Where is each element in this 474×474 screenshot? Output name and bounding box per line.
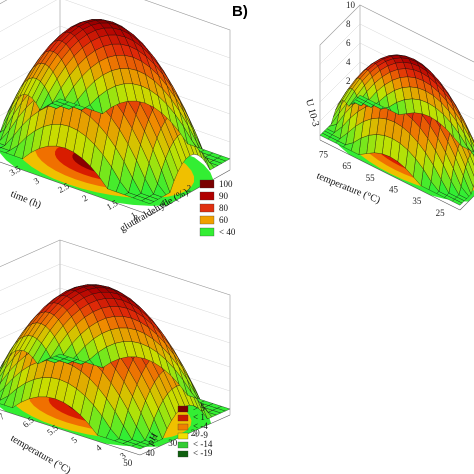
x-tick-label: 7 <box>0 411 7 422</box>
legend-c-label: > 5 <box>193 403 205 413</box>
axis-box <box>359 4 474 100</box>
axis-box <box>0 239 61 267</box>
x-tick-label: 55 <box>366 173 376 183</box>
legend-a-swatch <box>199 191 215 201</box>
legend-a-swatch <box>199 179 215 189</box>
y-tick-label: 2 <box>187 184 192 194</box>
axis-line <box>0 161 151 216</box>
x-tick-label: 3 <box>32 175 41 186</box>
panel-letter-b: B) <box>232 3 248 20</box>
y-tick-label: 50 <box>123 458 133 468</box>
legend-a-label: < 40 <box>219 227 236 237</box>
legend-a-label: 60 <box>219 215 229 225</box>
legend-a-swatch <box>199 227 215 237</box>
x-tick-label: 4 <box>94 442 104 453</box>
legend-a-label: 80 <box>219 203 229 213</box>
legend-c-swatch <box>177 423 189 431</box>
legend-c-swatch <box>177 441 189 449</box>
y-tick-label: 20 <box>191 428 201 438</box>
legend-a-label: 100 <box>219 179 233 189</box>
grid-line <box>0 287 231 344</box>
grid-line <box>0 0 231 59</box>
y-tick-label: 8 <box>133 214 138 224</box>
legend-a-label: 90 <box>219 191 229 201</box>
legend-c-swatch <box>177 450 189 458</box>
z-tick-label: 4 <box>346 57 351 67</box>
x-tick-label: 35 <box>412 196 422 206</box>
grid-line <box>0 263 231 320</box>
z-tick-label: 2 <box>346 76 351 86</box>
x-axis-label: pH <box>145 431 161 447</box>
axis-line <box>0 409 141 456</box>
legend-c-swatch <box>177 405 189 413</box>
legend-c-label: < -9 <box>193 430 208 440</box>
y-tick-label: 40 <box>146 448 156 458</box>
x-tick-label: 2 <box>80 193 89 204</box>
x-tick-label: 65 <box>342 161 352 171</box>
legend-c: > 5< 1< -4< -9< -14< -19 <box>177 403 213 458</box>
z-tick-label: 6 <box>346 38 351 48</box>
legend-c-label: < -14 <box>193 439 213 449</box>
surface-facet <box>357 95 369 102</box>
axis-line <box>149 169 231 216</box>
y-tick-label: 4 <box>160 199 165 209</box>
legend-a: 100 90 80 60 < 40 <box>199 179 236 237</box>
grid-line <box>0 25 231 87</box>
axis-line <box>319 139 461 211</box>
x-tick-label: 45 <box>389 185 399 195</box>
x-tick-label: 25 <box>436 208 446 218</box>
y-axis-label: temperature (°C) <box>9 433 73 474</box>
surface-facet <box>55 353 69 359</box>
x-tick-label: 3 <box>118 450 128 461</box>
legend-a-swatch <box>199 203 215 213</box>
legend-c-label: < -19 <box>193 448 213 458</box>
x-tick-label: 1 <box>129 210 138 221</box>
x-tick-label: 5 <box>69 434 79 445</box>
grid-line <box>319 42 474 101</box>
y-axis-label: time (h) <box>9 189 43 211</box>
grid-line <box>319 23 474 82</box>
legend-c-label: < -4 <box>193 421 208 431</box>
x-tick-label: 75 <box>319 150 329 160</box>
legend-c-swatch <box>177 414 189 422</box>
y-tick-label: 30 <box>168 438 178 448</box>
z-tick-label: 8 <box>346 19 351 29</box>
surface-facet <box>55 98 69 105</box>
z-tick-label: 10 <box>346 0 356 10</box>
legend-c-swatch <box>177 432 189 440</box>
legend-a-swatch <box>199 215 215 225</box>
axis-box <box>319 4 361 140</box>
axis-line <box>459 195 474 211</box>
z-axis-label: U 10-3 <box>303 98 321 128</box>
legend-c-label: < 1 <box>193 412 205 422</box>
